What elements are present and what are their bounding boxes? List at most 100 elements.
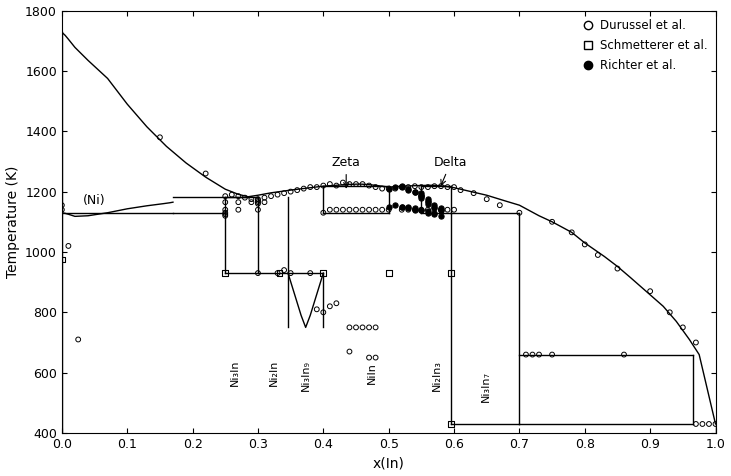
Point: [435, 206, 447, 214]
Point: [219, 192, 231, 200]
Point: [317, 269, 329, 277]
Point: [442, 206, 453, 214]
Point: [279, 189, 290, 197]
Point: [226, 191, 238, 198]
Point: [72, 336, 84, 343]
Point: [232, 192, 244, 200]
Point: [403, 186, 414, 194]
Y-axis label: Temperature (K): Temperature (K): [6, 166, 20, 278]
Point: [448, 206, 460, 214]
Point: [435, 212, 447, 219]
Text: Ni₃In₇: Ni₃In₇: [480, 371, 491, 402]
Point: [455, 186, 466, 194]
Point: [533, 351, 545, 358]
Point: [396, 203, 408, 210]
Point: [383, 185, 395, 192]
Point: [200, 170, 211, 178]
Point: [422, 198, 433, 206]
Point: [697, 420, 708, 428]
Text: Ni₃In: Ni₃In: [230, 359, 240, 386]
Point: [383, 185, 395, 192]
X-axis label: x(In): x(In): [373, 456, 405, 470]
Point: [337, 179, 349, 187]
Point: [403, 204, 414, 212]
Point: [403, 203, 414, 210]
Point: [526, 351, 538, 358]
Text: NiIn: NiIn: [368, 362, 377, 384]
Point: [344, 206, 355, 214]
Point: [566, 228, 577, 236]
Point: [435, 204, 447, 212]
Point: [344, 324, 355, 331]
Point: [403, 206, 414, 214]
Point: [383, 203, 395, 210]
Point: [311, 183, 322, 191]
Point: [422, 195, 433, 203]
Point: [292, 186, 303, 194]
Point: [390, 201, 401, 209]
Point: [520, 351, 531, 358]
Text: (Ni): (Ni): [83, 194, 106, 207]
Point: [415, 192, 427, 200]
Point: [677, 324, 689, 331]
Point: [252, 200, 264, 208]
Point: [350, 324, 362, 331]
Point: [304, 183, 316, 191]
Point: [279, 266, 290, 274]
Point: [259, 198, 270, 206]
Point: [232, 198, 244, 206]
Point: [317, 308, 329, 316]
Point: [514, 209, 526, 217]
Point: [415, 206, 427, 214]
Point: [409, 182, 420, 190]
Point: [415, 191, 427, 198]
Point: [664, 308, 675, 316]
Point: [422, 208, 433, 215]
Point: [390, 185, 401, 192]
Point: [435, 206, 447, 214]
Point: [403, 183, 414, 191]
Point: [710, 420, 721, 428]
Point: [363, 182, 375, 189]
Point: [363, 354, 375, 361]
Point: [246, 195, 257, 203]
Point: [63, 242, 75, 250]
Point: [409, 206, 420, 214]
Point: [422, 200, 433, 208]
Point: [252, 206, 264, 214]
Legend: Durussel et al., Schmetterer et al., Richter et al.: Durussel et al., Schmetterer et al., Ric…: [577, 14, 712, 77]
Point: [273, 269, 285, 277]
Point: [468, 189, 480, 197]
Point: [546, 351, 558, 358]
Point: [428, 203, 440, 210]
Point: [56, 201, 68, 209]
Point: [363, 324, 375, 331]
Point: [330, 299, 342, 307]
Point: [350, 206, 362, 214]
Point: [415, 189, 427, 197]
Point: [344, 180, 355, 188]
Point: [330, 206, 342, 214]
Point: [376, 206, 388, 214]
Point: [422, 183, 433, 191]
Point: [396, 206, 408, 214]
Point: [350, 180, 362, 188]
Text: Ni₂In: Ni₂In: [269, 359, 279, 386]
Point: [494, 201, 506, 209]
Point: [252, 197, 264, 205]
Point: [415, 183, 427, 191]
Point: [219, 198, 231, 206]
Point: [383, 269, 395, 277]
Point: [396, 182, 408, 189]
Point: [239, 194, 251, 201]
Point: [56, 256, 68, 263]
Point: [232, 206, 244, 214]
Point: [422, 209, 433, 217]
Text: Ni₂In₃: Ni₂In₃: [431, 360, 442, 391]
Point: [690, 420, 702, 428]
Point: [579, 240, 591, 248]
Point: [324, 180, 336, 188]
Point: [445, 269, 457, 277]
Point: [703, 420, 715, 428]
Point: [546, 218, 558, 226]
